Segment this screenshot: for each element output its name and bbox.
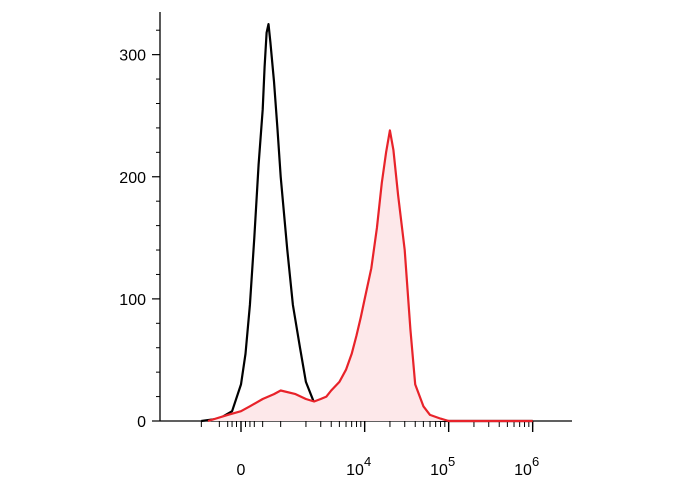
x-tick-label: 104 — [346, 454, 371, 479]
y-tick-label: 200 — [119, 170, 146, 187]
y-tick-label: 100 — [119, 292, 146, 309]
x-tick-label: 106 — [514, 454, 539, 479]
x-tick-label: 105 — [430, 454, 455, 479]
x-tick-label: 0 — [237, 462, 246, 479]
y-tick-label: 300 — [119, 48, 146, 65]
series-2-line — [207, 129, 533, 423]
y-tick-label: 0 — [137, 414, 146, 431]
